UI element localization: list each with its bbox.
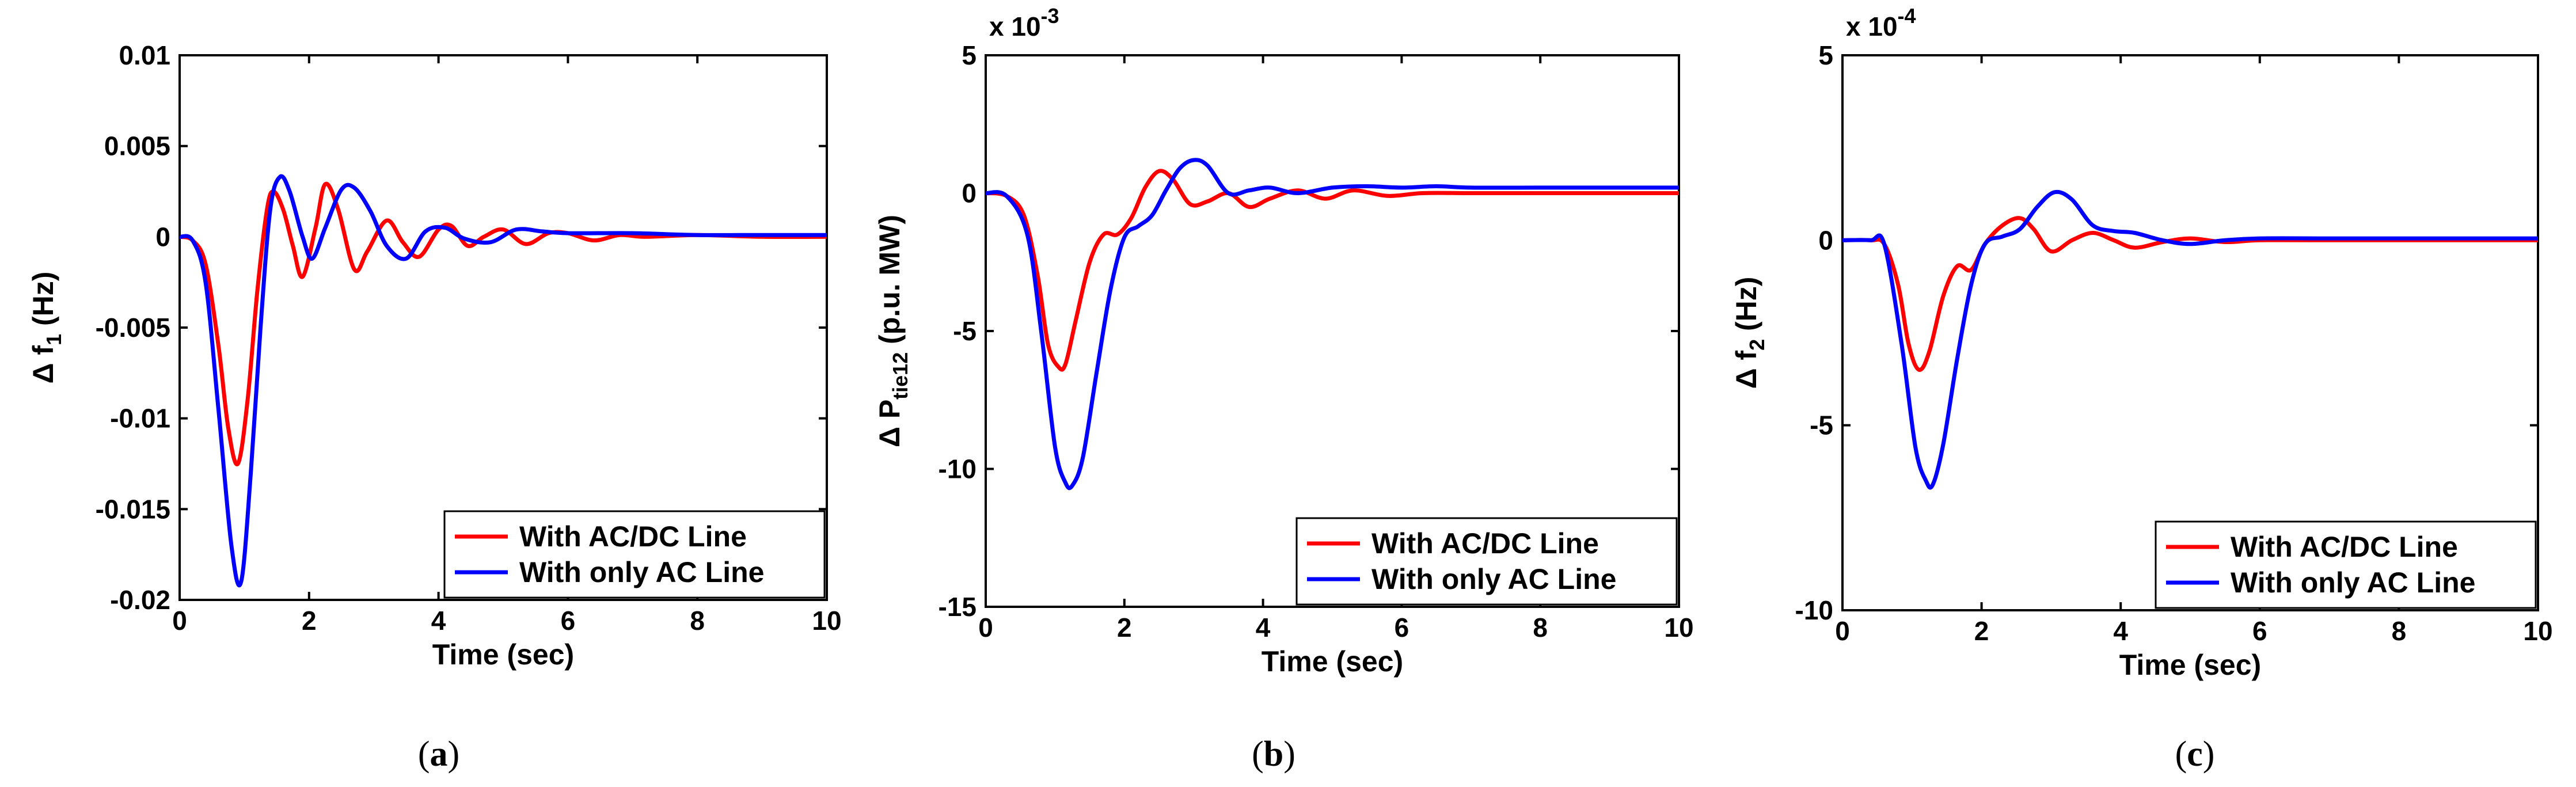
series-line-ac-dc: [1842, 216, 2538, 372]
legend-box: [443, 510, 826, 599]
y-tick-label: 0: [1818, 225, 1833, 255]
legend-label: With only AC Line: [519, 556, 764, 588]
x-tick-label: 4: [431, 606, 446, 636]
x-tick-label: 0: [978, 613, 993, 642]
y-axis-label: Δ f2 (Hz): [1730, 277, 1769, 389]
x-axis-label: Time (sec): [1262, 645, 1403, 678]
panel-caption: (a): [418, 735, 459, 774]
panel-caption: (b): [1252, 735, 1295, 774]
x-tick-label: 6: [1395, 613, 1409, 642]
y-tick-label: -10: [939, 454, 977, 484]
y-tick-label: -5: [1810, 410, 1833, 440]
x-axis-label: Time (sec): [2119, 649, 2261, 681]
x-tick-label: 0: [1835, 616, 1850, 646]
y-axis-label: Δ f1 (Hz): [27, 272, 66, 384]
y-tick-label: 5: [962, 40, 977, 70]
series-line-ac-dc: [986, 169, 1679, 372]
legend: With AC/DC Line With only AC Line: [2155, 520, 2537, 609]
legend-box: [1295, 517, 1678, 606]
legend-box: [2155, 520, 2537, 609]
y-tick-label: 0.01: [119, 40, 170, 70]
x-tick-label: 10: [1664, 613, 1693, 642]
x-tick-label: 2: [1974, 616, 1989, 646]
y-tick-label: 0.005: [104, 131, 170, 161]
x-tick-label: 2: [302, 606, 317, 636]
y-tick-label: 5: [1818, 40, 1833, 70]
x-tick-label: 4: [2113, 616, 2128, 646]
x-tick-label: 4: [1256, 613, 1271, 642]
plot-frame: [1841, 54, 2539, 611]
series-line-ac-only: [986, 158, 1679, 491]
chart-c: 0 2 4 6 8 10 -10 -5 0 5 x 10-4 Time (sec) Δ f2 (Hz) W…: [1730, 4, 2553, 774]
legend-label: With only AC Line: [1371, 563, 1616, 595]
series-line-ac-only: [180, 174, 827, 588]
x-tick-label: 10: [812, 606, 841, 636]
y-tick-label: -0.005: [96, 313, 170, 343]
y-tick-label: -5: [953, 316, 977, 346]
y-tick-label: -10: [1795, 595, 1833, 625]
y-scale-note: x 10-3: [989, 4, 1059, 41]
legend-label: With AC/DC Line: [2231, 531, 2458, 563]
x-axis-label: Time (sec): [432, 638, 574, 671]
y-tick-label: -0.015: [96, 494, 170, 524]
series-line-ac-dc: [180, 181, 827, 467]
x-tick-label: 10: [2523, 616, 2552, 646]
legend-label: With AC/DC Line: [1371, 527, 1599, 560]
y-tick-label: 0: [155, 222, 170, 252]
legend-label: With only AC Line: [2231, 567, 2475, 599]
x-tick-label: 6: [561, 606, 576, 636]
legend-label: With AC/DC Line: [519, 520, 747, 553]
y-tick-label: -15: [939, 592, 977, 622]
chart-a: 0 2 4 6 8 10 -0.02 -0.015 -0.01 -0.005 0 0.005 0.01 T…: [27, 40, 842, 774]
y-scale-note: x 10-4: [1846, 4, 1916, 41]
y-tick-label: -0.02: [110, 585, 170, 615]
x-tick-label: 2: [1117, 613, 1132, 642]
series-line-ac-only: [1842, 189, 2538, 490]
x-tick-label: 0: [172, 606, 187, 636]
x-tick-label: 6: [2252, 616, 2267, 646]
x-tick-label: 8: [1533, 613, 1548, 642]
y-tick-label: -0.01: [110, 404, 170, 434]
y-axis-label: Δ Ptie12 (p.u. MW): [873, 215, 912, 447]
chart-b: 0 2 4 6 8 10 -15 -10 -5 0 5 x 10-3 Time (sec) Δ Ptie1…: [873, 4, 1694, 774]
y-tick-label: 0: [962, 178, 977, 208]
panel-caption: (c): [2175, 735, 2215, 774]
x-tick-label: 8: [2392, 616, 2407, 646]
x-tick-label: 8: [690, 606, 705, 636]
